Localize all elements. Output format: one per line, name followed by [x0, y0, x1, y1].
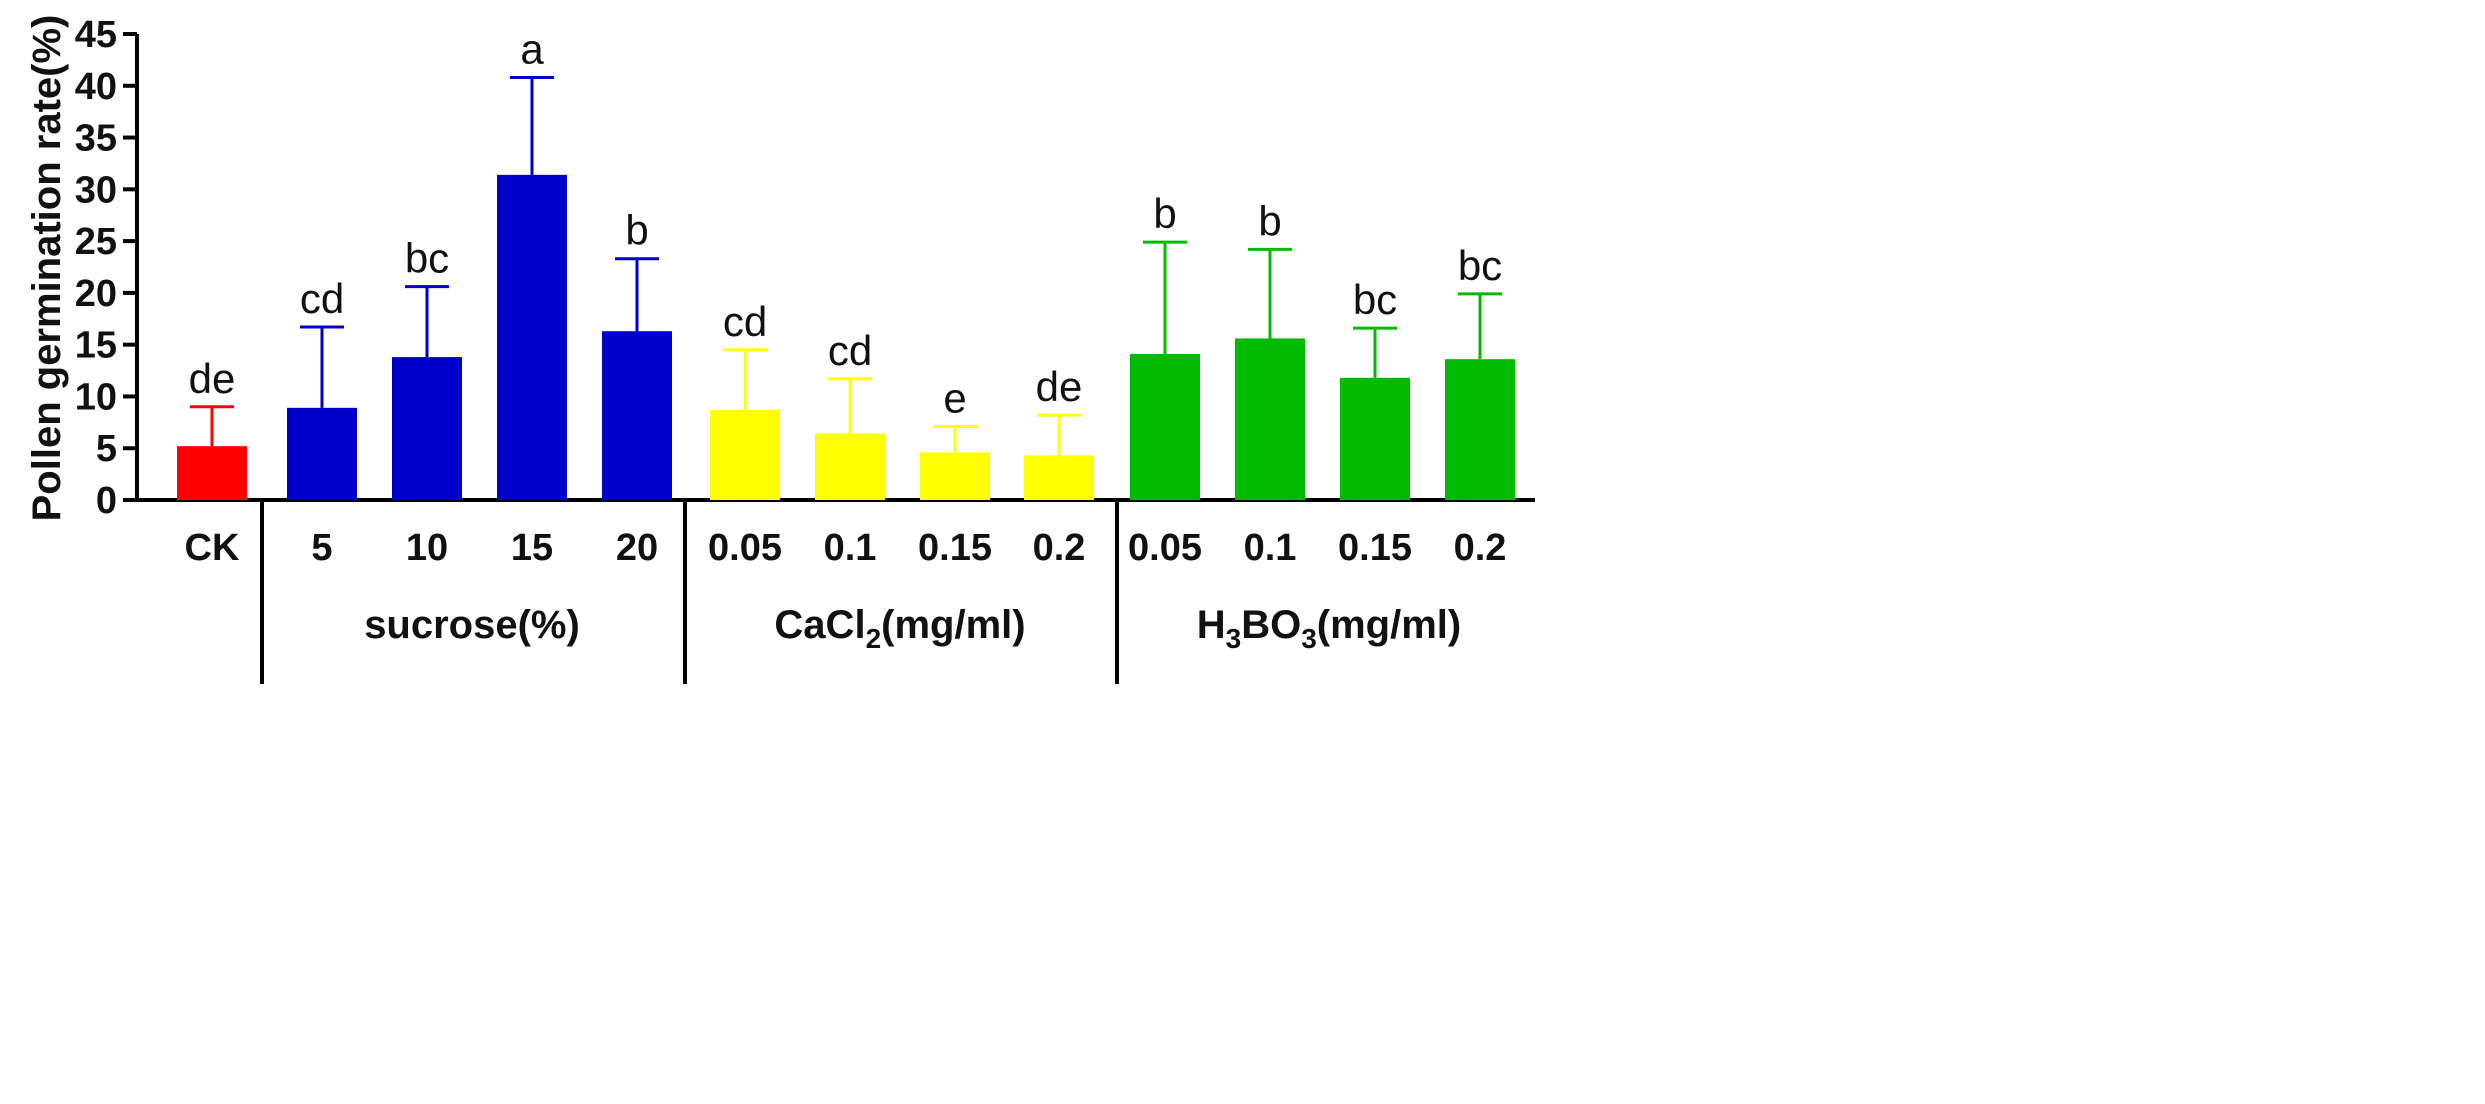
y-tick-label: 40 — [75, 66, 117, 108]
y-tick-label: 25 — [75, 221, 117, 263]
significance-letter: cd — [300, 275, 344, 322]
bar — [602, 331, 672, 500]
significance-letter: bc — [1458, 242, 1502, 289]
x-tick-label: 0.05 — [1128, 527, 1202, 569]
x-tick-label: 15 — [511, 527, 553, 569]
y-tick-label: 10 — [75, 376, 117, 418]
bar — [1130, 353, 1200, 500]
x-tick-label: 0.15 — [918, 527, 992, 569]
y-axis-title: Pollen germination rate(%) — [25, 15, 69, 522]
bar — [1445, 359, 1515, 500]
group-label-cacl2: CaCl2(mg/ml) — [774, 603, 1025, 654]
bar — [1340, 377, 1410, 500]
significance-letter: bc — [1353, 276, 1397, 323]
group-label-h3bo3: H3BO3(mg/ml) — [1197, 603, 1461, 654]
y-tick-label: 15 — [75, 325, 117, 367]
bar — [1024, 455, 1094, 500]
significance-letter: b — [625, 207, 648, 254]
x-tick-label: 10 — [406, 527, 448, 569]
y-tick-label: 45 — [75, 14, 117, 56]
significance-letter: bc — [405, 235, 449, 282]
axes: 0 5 10 15 20 25 30 35 40 45 — [75, 14, 1535, 684]
bars — [177, 75, 1515, 500]
significance-letter: de — [1036, 363, 1083, 410]
labels: de CK cd 5 bc 10 a 15 b 20 cd 0.05 cd 0.1 e 0.15 de 0.2 b 0… — [185, 25, 1507, 569]
group-label-sucrose: sucrose(%) — [364, 603, 580, 647]
significance-letter: de — [189, 355, 236, 402]
y-tick-label: 5 — [96, 428, 117, 470]
x-tick-label: 0.15 — [1338, 527, 1412, 569]
bar — [1235, 338, 1305, 500]
x-tick-label: 0.2 — [1454, 527, 1507, 569]
bar — [920, 452, 990, 500]
significance-letter: b — [1258, 197, 1281, 244]
bar — [392, 357, 462, 500]
significance-letter: cd — [828, 327, 872, 374]
significance-letter: a — [520, 25, 544, 72]
bar — [815, 433, 885, 500]
x-tick-label: 0.2 — [1033, 527, 1086, 569]
y-tick-label: 35 — [75, 118, 117, 160]
significance-letter: e — [943, 374, 966, 421]
y-tick-label: 0 — [96, 480, 117, 522]
x-tick-label: 5 — [311, 527, 332, 569]
bar — [497, 174, 567, 500]
x-tick-label: 20 — [616, 527, 658, 569]
significance-letter: cd — [723, 298, 767, 345]
bar — [177, 446, 247, 500]
y-tick-label: 30 — [75, 169, 117, 211]
x-tick-label: CK — [185, 527, 240, 569]
bar — [710, 409, 780, 500]
significance-letter: b — [1153, 190, 1176, 237]
x-tick-label: 0.05 — [708, 527, 782, 569]
x-tick-label: 0.1 — [1244, 527, 1297, 569]
y-tick-label: 20 — [75, 273, 117, 315]
bar — [287, 407, 357, 500]
x-tick-label: 0.1 — [824, 527, 877, 569]
